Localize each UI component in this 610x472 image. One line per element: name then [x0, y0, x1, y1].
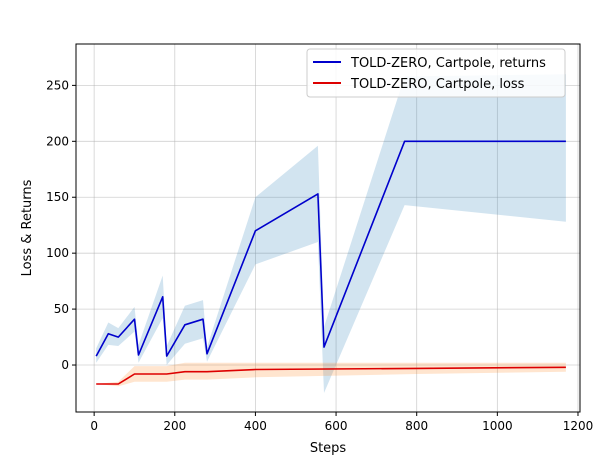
loss-line	[96, 366, 566, 385]
series-lines	[95, 140, 566, 385]
legend-box	[306, 48, 566, 98]
x-tick-label: 800	[405, 419, 428, 433]
x-tick-label: 200	[163, 419, 186, 433]
legend: TOLD-ZERO, Cartpole, returns TOLD-ZERO, …	[306, 48, 566, 98]
y-tick-label: 250	[46, 78, 69, 92]
y-tick-label: 150	[46, 190, 69, 204]
y-axis-label: Loss & Returns	[20, 179, 35, 276]
y-tick-label: 200	[46, 134, 69, 148]
x-tick-label: 600	[325, 419, 348, 433]
legend-label-returns: TOLD-ZERO, Cartpole, returns	[350, 56, 546, 71]
x-tick-label: 1000	[482, 419, 513, 433]
y-tick-label: 100	[46, 246, 69, 260]
x-tick-label: 400	[244, 419, 267, 433]
returns-confidence-band	[96, 74, 566, 393]
y-axis-ticks: 0 50 100 150 200 250	[46, 78, 76, 372]
y-tick-label: 0	[61, 358, 69, 372]
y-tick-label: 50	[54, 302, 69, 316]
returns-line	[95, 140, 566, 357]
legend-label-loss: TOLD-ZERO, Cartpole, loss	[350, 77, 525, 92]
x-tick-label: 0	[90, 419, 98, 433]
x-tick-label: 1200	[563, 419, 594, 433]
plot-frame	[75, 43, 581, 413]
x-axis-label: Steps	[310, 441, 347, 456]
x-axis-ticks: 0 200 400 600 800 1000 1200	[90, 412, 593, 433]
